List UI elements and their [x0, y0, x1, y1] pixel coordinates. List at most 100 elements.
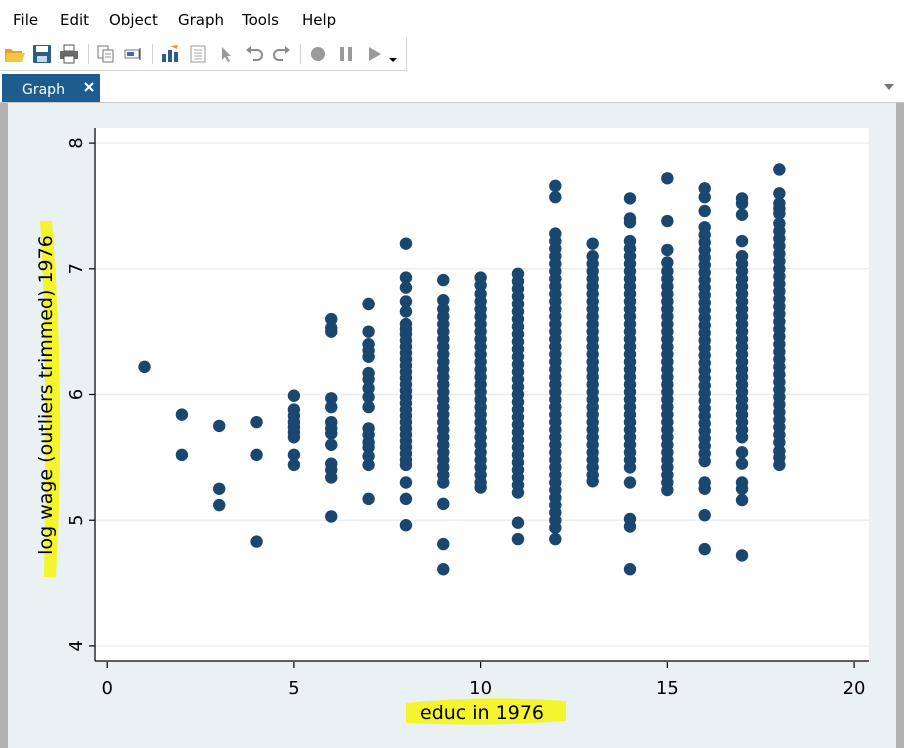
- scatter-point: [698, 182, 711, 195]
- scatter-point: [437, 537, 450, 551]
- menu-edit[interactable]: Edit: [60, 11, 90, 29]
- y-tick-label: 7: [66, 263, 87, 274]
- y-axis-title: log wage (outliers trimmed) 1976: [35, 235, 57, 555]
- scatter-point: [287, 431, 301, 444]
- scatter-point: [773, 163, 786, 176]
- open-icon[interactable]: [3, 42, 27, 66]
- scatter-point: [325, 392, 338, 405]
- scatter-point: [362, 441, 375, 454]
- graph-area: 4 5 6 7 8 0 5 10 15 20 educ in 1976 log wage (out…: [8, 103, 896, 748]
- scatter-point: [773, 207, 786, 220]
- scatter-point: [735, 234, 749, 248]
- scatter-chart: 4 5 6 7 8 0 5 10 15 20 educ in 1976 log wage (out…: [35, 128, 869, 725]
- rename-icon[interactable]: [121, 42, 145, 66]
- scatter-point: [175, 408, 189, 421]
- tab-graph[interactable]: Graph: [2, 74, 100, 102]
- toolbar: [0, 38, 407, 71]
- scatter-point: [362, 382, 375, 395]
- scatter-point: [399, 458, 413, 472]
- scatter-point: [213, 498, 226, 512]
- record-icon[interactable]: [306, 42, 330, 66]
- x-tick-label: 20: [843, 678, 866, 699]
- scatter-point: [586, 237, 599, 250]
- menu-object[interactable]: Object: [109, 11, 158, 29]
- scatter-point: [698, 482, 711, 495]
- left-scroll-rail: [0, 103, 8, 748]
- scatter-point: [287, 458, 301, 472]
- scatter-point: [399, 271, 413, 284]
- scatter-point: [399, 281, 413, 294]
- redo-icon[interactable]: [270, 42, 294, 66]
- xlabel-highlight: [406, 698, 566, 725]
- scatter-point: [399, 295, 413, 308]
- scatter-point: [138, 360, 151, 374]
- tab-strip: Graph: [0, 72, 904, 103]
- scatter-point: [511, 486, 525, 499]
- scatter-point: [287, 389, 301, 402]
- scatter-point: [698, 190, 711, 204]
- scatter-point: [325, 325, 338, 338]
- print-icon[interactable]: [57, 42, 81, 66]
- scatter-point: [735, 208, 749, 221]
- x-tick-label: 5: [288, 678, 299, 699]
- menu-tools[interactable]: Tools: [242, 11, 279, 29]
- scatter-point: [549, 190, 562, 204]
- scatter-point: [623, 461, 637, 474]
- scatter-point: [362, 325, 375, 338]
- scatter-point: [362, 400, 375, 414]
- properties-icon[interactable]: [186, 42, 210, 66]
- scatter-point: [213, 482, 226, 495]
- scatter-point: [661, 172, 674, 185]
- toolbar-separator: [300, 44, 301, 64]
- scatter-point: [437, 273, 450, 287]
- undo-icon[interactable]: [242, 42, 266, 66]
- scatter-point: [474, 278, 487, 292]
- play-icon[interactable]: [362, 42, 386, 66]
- scatter-point: [773, 187, 786, 200]
- ylabel-highlight: [40, 221, 61, 577]
- scatter-point: [698, 454, 711, 468]
- scatter-point: [698, 508, 711, 522]
- scatter-point: [362, 449, 375, 463]
- scatter-point: [325, 427, 338, 440]
- copy-icon[interactable]: [94, 42, 118, 66]
- x-tick-label: 15: [656, 678, 679, 699]
- scatter-point: [437, 563, 450, 576]
- scatter-point: [362, 390, 375, 404]
- scatter-point: [698, 542, 711, 556]
- y-tick-label: 5: [66, 514, 87, 525]
- scatter-point: [325, 510, 338, 523]
- scatter-point: [549, 521, 562, 534]
- menu-help[interactable]: Help: [302, 11, 337, 29]
- scatter-point: [623, 192, 637, 205]
- y-tick-label: 4: [66, 640, 87, 651]
- scatter-point: [735, 482, 749, 495]
- toolbar-separator: [152, 44, 153, 64]
- scatter-point: [437, 294, 450, 307]
- scatter-point: [623, 563, 637, 576]
- scatter-point: [325, 400, 338, 414]
- scatter-point: [325, 438, 338, 451]
- recorder-icon[interactable]: [158, 42, 182, 66]
- scatter-point: [325, 471, 338, 484]
- scatter-point: [735, 197, 749, 210]
- menu-file[interactable]: File: [13, 11, 39, 29]
- scatter-point: [287, 448, 301, 462]
- menu-bar: File Edit Object Graph Tools Help: [0, 0, 904, 38]
- pointer-icon[interactable]: [214, 42, 238, 66]
- toolbar-separator: [88, 44, 89, 64]
- pause-icon[interactable]: [334, 42, 358, 66]
- scatter-point: [661, 214, 674, 228]
- save-icon[interactable]: [30, 42, 54, 66]
- dropdown-icon[interactable]: [386, 42, 400, 66]
- tab-list-dropdown-icon[interactable]: [883, 82, 895, 92]
- scatter-point: [399, 519, 413, 532]
- x-tick-label: 10: [469, 678, 492, 699]
- scatter-point: [549, 179, 562, 193]
- right-scroll-rail: [896, 103, 904, 748]
- menu-graph[interactable]: Graph: [178, 11, 225, 29]
- scatter-point: [549, 532, 562, 546]
- close-icon[interactable]: [82, 80, 96, 94]
- scatter-point: [325, 312, 338, 326]
- scatter-point: [362, 492, 375, 506]
